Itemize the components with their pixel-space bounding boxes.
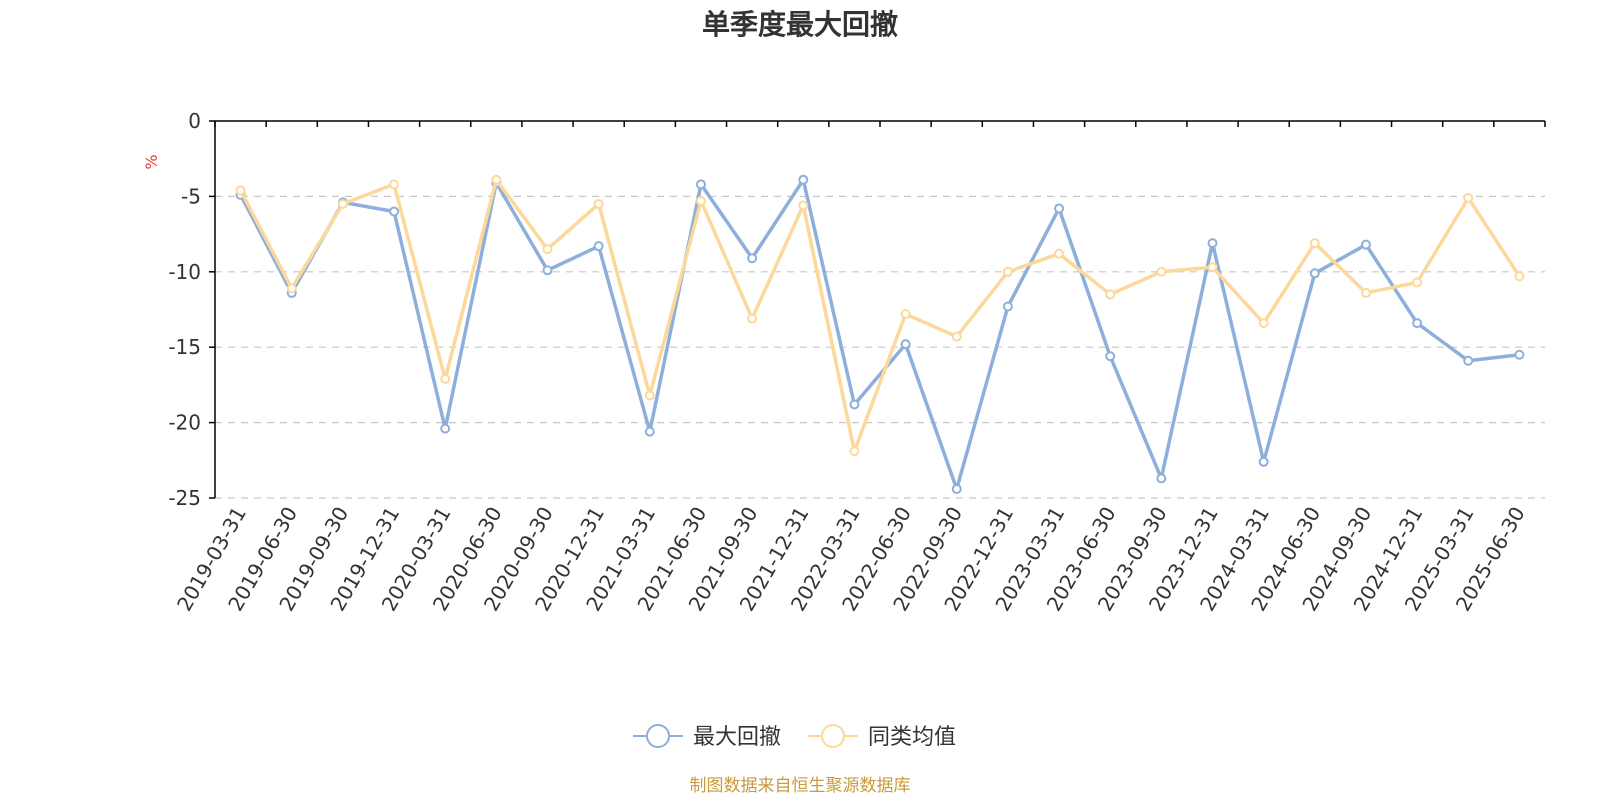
grid-lines	[215, 195, 1545, 499]
series-line	[239, 178, 1520, 491]
data-point	[1105, 289, 1116, 300]
data-point	[1309, 238, 1320, 249]
x-axis-ticks: 2019-03-312019-06-302019-09-302019-12-31…	[172, 121, 1546, 615]
legend-item[interactable]: 同类均值	[808, 724, 956, 750]
data-point	[798, 200, 809, 211]
legend-label: 同类均值	[868, 725, 956, 750]
data-point	[695, 179, 706, 190]
series-line	[239, 178, 1521, 454]
y-axis-ticks: 0 -5 -10 -15 -20 -25	[168, 109, 215, 510]
data-point	[900, 309, 911, 320]
data-source-note: 制图数据来自恒生聚源数据库	[690, 776, 911, 796]
legend-marker-icon	[646, 724, 670, 748]
data-point	[389, 179, 400, 190]
data-point	[1309, 268, 1320, 279]
data-point	[593, 241, 604, 252]
data-point	[1412, 318, 1423, 329]
data-point	[798, 174, 809, 185]
y-tick-label: 0	[188, 109, 201, 133]
data-point	[1360, 287, 1371, 298]
data-point	[1002, 266, 1013, 277]
data-point	[1207, 238, 1218, 249]
data-point	[1463, 192, 1474, 203]
data-point	[849, 399, 860, 410]
legend-item[interactable]: 最大回撤	[633, 724, 781, 750]
y-tick-label: -10	[168, 260, 201, 284]
data-point	[695, 195, 706, 206]
data-point	[644, 426, 655, 437]
data-point	[1258, 456, 1269, 467]
data-point	[1514, 271, 1525, 282]
data-point	[286, 283, 297, 294]
data-point	[900, 339, 911, 350]
data-point	[747, 253, 758, 264]
y-tick-label: -5	[181, 184, 201, 208]
series-lines	[235, 174, 1525, 494]
data-point	[1156, 266, 1167, 277]
data-point	[440, 373, 451, 384]
data-point	[951, 331, 962, 342]
y-tick-label: -15	[168, 335, 201, 359]
data-point	[593, 198, 604, 209]
legend-label: 最大回撤	[693, 725, 781, 750]
data-point	[491, 174, 502, 185]
series-2	[235, 174, 1525, 457]
data-point	[235, 185, 246, 196]
chart-title: 单季度最大回撤	[702, 8, 898, 41]
legend[interactable]: 最大回撤 同类均值	[633, 724, 956, 750]
data-point	[1054, 248, 1065, 259]
axes	[214, 120, 1545, 498]
data-point	[542, 244, 553, 255]
data-point	[1002, 301, 1013, 312]
data-point	[1156, 473, 1167, 484]
y-axis-unit-label: %	[142, 154, 161, 169]
data-point	[337, 198, 348, 209]
data-point	[1463, 355, 1474, 366]
data-point	[951, 483, 962, 494]
series-1	[235, 174, 1525, 494]
data-point	[1514, 349, 1525, 360]
y-tick-label: -20	[168, 411, 201, 435]
data-point	[440, 423, 451, 434]
legend-marker-icon	[821, 724, 845, 748]
y-tick-label: -25	[168, 486, 201, 510]
data-point	[747, 313, 758, 324]
data-point	[849, 446, 860, 457]
data-point	[1054, 203, 1065, 214]
data-point	[1412, 277, 1423, 288]
data-point	[542, 265, 553, 276]
data-point	[1360, 239, 1371, 250]
data-point	[1258, 318, 1269, 329]
data-point	[1207, 262, 1218, 273]
data-point	[1105, 351, 1116, 362]
data-point	[644, 390, 655, 401]
data-point	[389, 206, 400, 217]
